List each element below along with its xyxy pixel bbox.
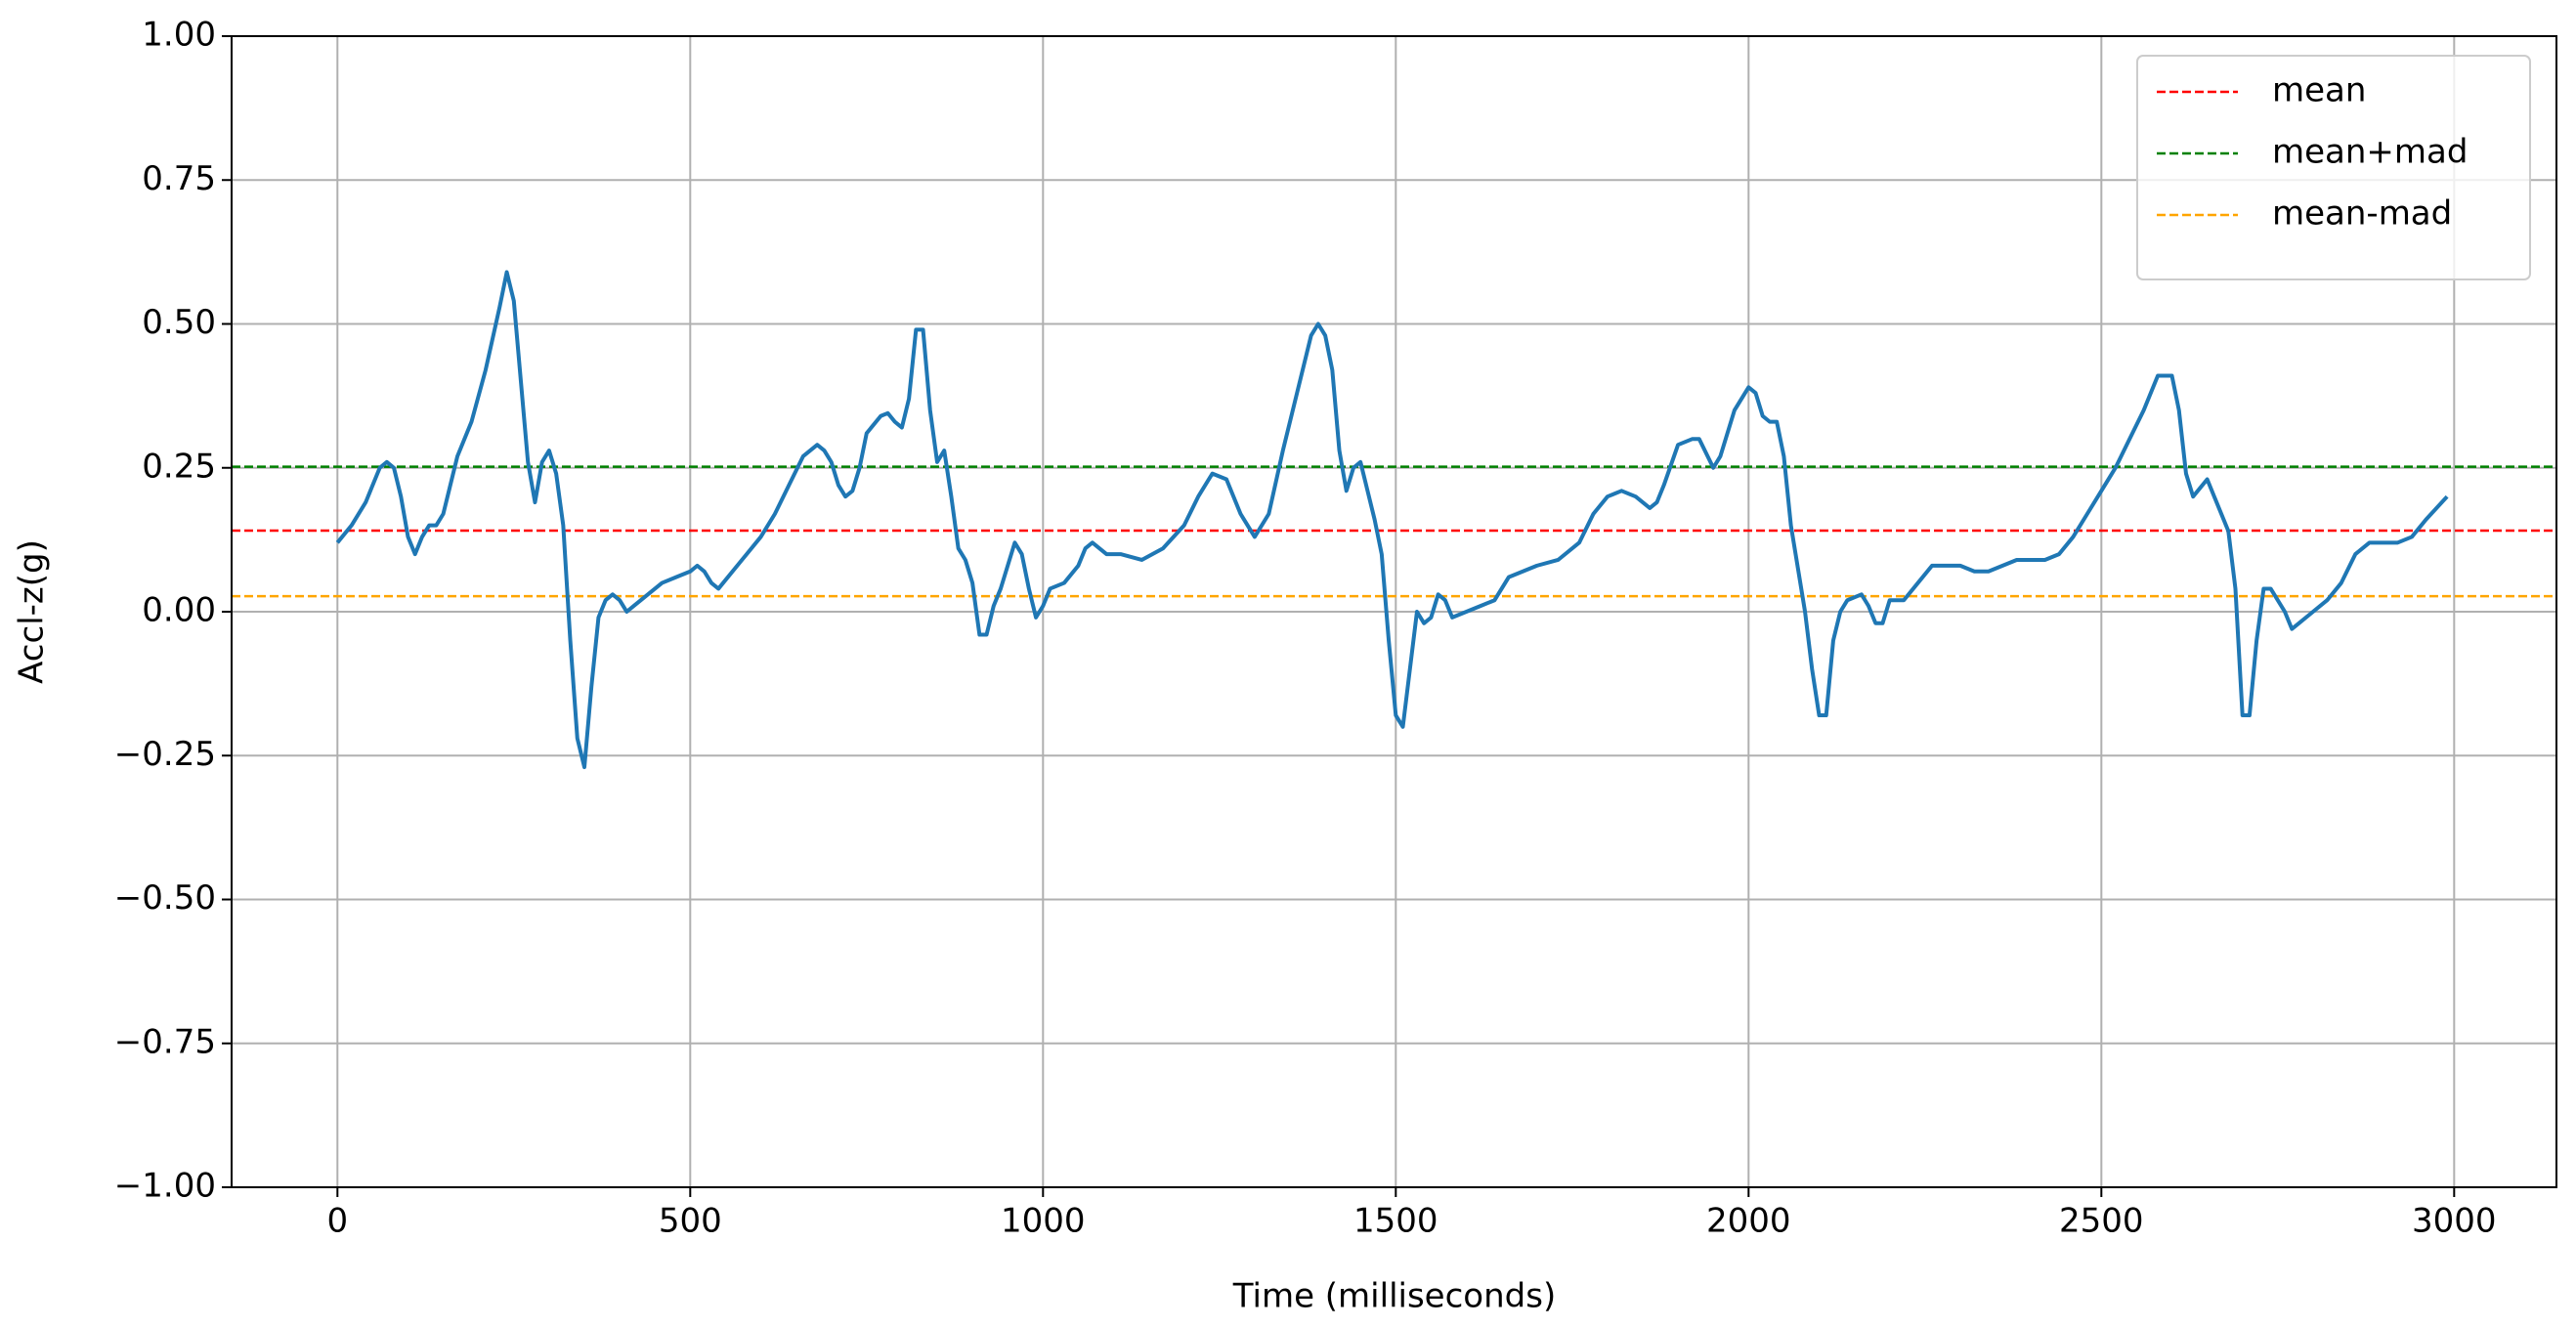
legend-label: mean+mad	[2272, 133, 2468, 172]
x-tick-label: 500	[659, 1202, 722, 1241]
y-tick-label: −0.75	[114, 1022, 216, 1061]
legend: mean mean+mad mean-mad	[2136, 55, 2531, 280]
x-tick-label: 3000	[2412, 1202, 2497, 1241]
y-tick-label: −0.25	[114, 735, 216, 774]
x-tick-label: 0	[326, 1202, 348, 1241]
x-axis-label: Time (milliseconds)	[1232, 1277, 1556, 1316]
y-tick-label: −0.50	[114, 878, 216, 918]
plot-frame	[231, 35, 2557, 1188]
data-line	[335, 270, 2449, 770]
y-tick-label: 0.75	[142, 159, 216, 198]
x-tick-label: 2500	[2059, 1202, 2144, 1241]
y-tick-label: −1.00	[114, 1167, 216, 1206]
x-tick-label: 1500	[1353, 1202, 1438, 1241]
y-tick-label: 1.00	[142, 16, 216, 55]
legend-box	[2136, 55, 2531, 280]
legend-label: mean-mad	[2272, 194, 2452, 234]
y-axis-label: Accl-z(g)	[13, 539, 52, 684]
legend-label: mean	[2272, 71, 2366, 110]
x-tick-label: 2000	[1706, 1202, 1791, 1241]
y-tick-label: 0.25	[142, 447, 216, 486]
y-tick-label: 0.50	[142, 303, 216, 342]
x-tick-label: 1000	[1001, 1202, 1086, 1241]
y-tick-label: 0.00	[142, 591, 216, 630]
